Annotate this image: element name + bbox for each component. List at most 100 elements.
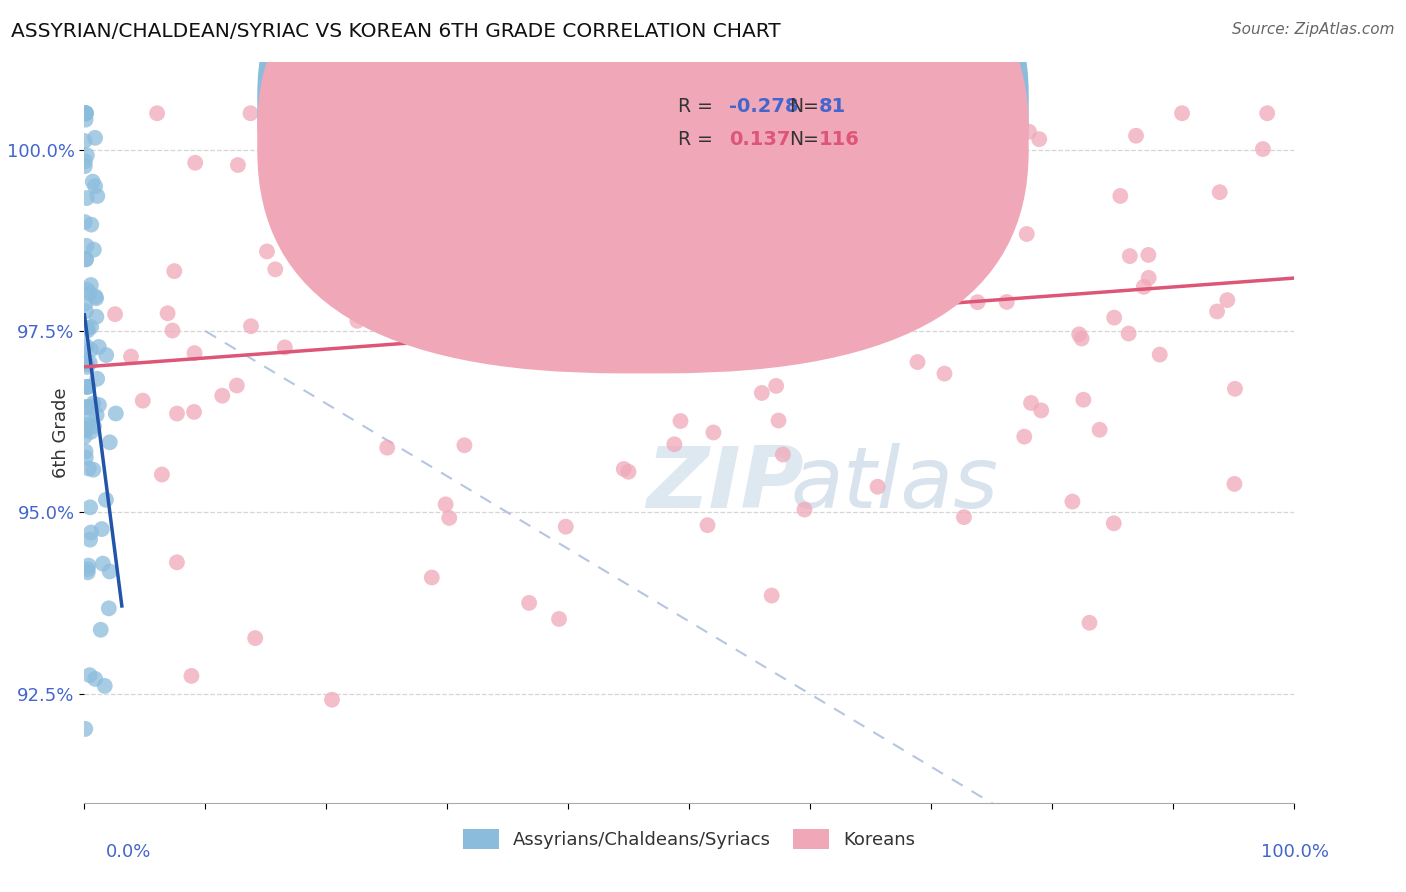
Point	[1206, 304, 1229, 318]
Point	[863, 114, 886, 128]
Point	[773, 285, 796, 300]
Point	[409, 311, 432, 326]
Point	[1018, 125, 1040, 139]
Point	[1031, 403, 1053, 417]
Point	[1256, 106, 1278, 120]
Point	[1109, 189, 1132, 203]
Text: ZIP: ZIP	[647, 443, 804, 526]
Point	[96, 348, 118, 362]
Text: -0.278: -0.278	[728, 96, 799, 116]
Point	[73, 154, 96, 169]
Point	[740, 354, 762, 368]
Point	[243, 631, 266, 645]
Point	[82, 175, 104, 189]
Text: Source: ZipAtlas.com: Source: ZipAtlas.com	[1232, 22, 1395, 37]
Point	[80, 277, 103, 292]
Point	[73, 215, 96, 229]
Point	[731, 134, 754, 148]
Point	[554, 519, 576, 533]
Point	[84, 179, 107, 194]
Text: 116: 116	[818, 130, 859, 149]
Point	[82, 396, 104, 410]
Point	[90, 623, 112, 637]
Point	[75, 252, 97, 267]
Point	[77, 380, 100, 394]
Point	[166, 407, 188, 421]
Point	[714, 235, 737, 250]
Point	[93, 679, 115, 693]
Point	[1137, 248, 1160, 262]
Point	[669, 414, 692, 428]
Point	[87, 398, 110, 412]
Point	[76, 323, 98, 337]
Point	[346, 314, 368, 328]
Text: atlas: atlas	[790, 443, 998, 526]
Point	[581, 222, 603, 236]
Point	[80, 218, 103, 232]
Point	[758, 140, 780, 154]
Point	[77, 461, 100, 475]
Point	[80, 425, 103, 439]
Point	[84, 291, 107, 305]
Point	[1118, 326, 1140, 341]
Point	[75, 722, 97, 736]
Point	[75, 356, 97, 370]
Point	[751, 386, 773, 401]
Point	[73, 134, 96, 148]
Point	[84, 289, 107, 303]
Point	[793, 502, 815, 516]
Point	[434, 497, 457, 511]
Point	[845, 268, 868, 282]
Point	[79, 356, 101, 370]
Point	[75, 354, 97, 368]
Point	[312, 106, 335, 120]
Point	[76, 357, 98, 371]
Point	[703, 302, 725, 317]
Point	[1133, 280, 1156, 294]
Point	[73, 401, 96, 415]
Point	[1028, 132, 1050, 146]
Point	[603, 106, 626, 120]
Point	[86, 408, 108, 422]
Point	[548, 612, 571, 626]
Point	[84, 131, 107, 145]
Point	[1149, 347, 1171, 361]
Point	[375, 441, 398, 455]
Point	[76, 562, 98, 576]
Point	[658, 228, 681, 243]
Point	[75, 424, 97, 438]
Point	[104, 307, 127, 321]
Point	[1014, 430, 1036, 444]
Point	[1062, 494, 1084, 508]
Point	[91, 557, 114, 571]
FancyBboxPatch shape	[257, 0, 1029, 340]
Text: N=: N=	[789, 96, 820, 116]
Point	[146, 106, 169, 120]
Point	[180, 669, 202, 683]
Point	[75, 304, 97, 318]
Point	[953, 510, 976, 524]
Point	[1125, 128, 1147, 143]
Point	[1070, 331, 1092, 345]
FancyBboxPatch shape	[599, 78, 889, 169]
Point	[934, 367, 956, 381]
Point	[669, 106, 692, 120]
Point	[1073, 392, 1095, 407]
Point	[75, 450, 97, 465]
Point	[886, 145, 908, 160]
Point	[761, 589, 783, 603]
Point	[1216, 293, 1239, 307]
Point	[80, 343, 103, 357]
Point	[84, 672, 107, 686]
Point	[765, 379, 787, 393]
Point	[931, 106, 953, 120]
Point	[183, 405, 205, 419]
Point	[211, 389, 233, 403]
Point	[967, 239, 990, 253]
Point	[453, 438, 475, 452]
Point	[274, 340, 297, 354]
Point	[239, 106, 262, 120]
Point	[76, 566, 98, 580]
Point	[73, 353, 96, 368]
Point	[948, 182, 970, 196]
